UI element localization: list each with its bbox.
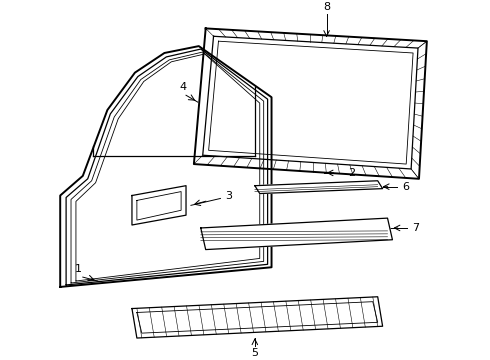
Text: 2: 2 xyxy=(348,168,355,178)
Polygon shape xyxy=(255,181,383,194)
Text: 7: 7 xyxy=(412,223,419,233)
Text: 4: 4 xyxy=(179,82,187,92)
Polygon shape xyxy=(201,218,392,249)
Text: 8: 8 xyxy=(323,2,330,12)
Text: 6: 6 xyxy=(402,182,409,192)
Polygon shape xyxy=(132,297,383,338)
Text: 5: 5 xyxy=(251,348,258,358)
Text: 1: 1 xyxy=(74,264,81,274)
Text: 3: 3 xyxy=(225,192,232,202)
